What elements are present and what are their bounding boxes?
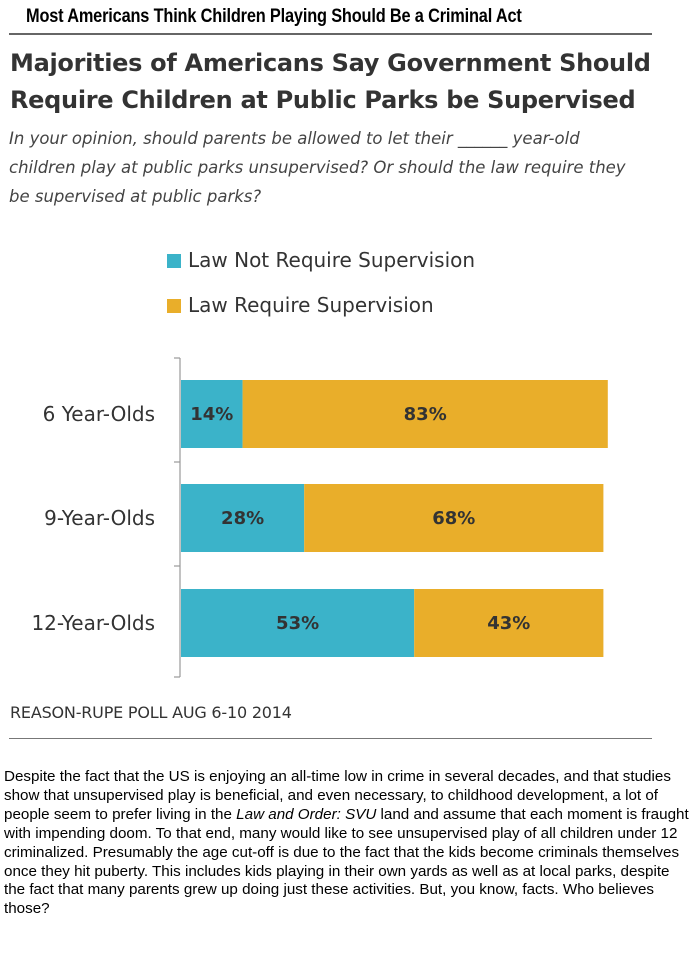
page-headline: Most Americans Think Children Playing Sh… — [26, 6, 522, 27]
chart-title: Majorities of Americans Say Government S… — [10, 49, 651, 114]
bar-require — [304, 484, 604, 552]
bar-chart: Law Not Require Supervision Law Require S… — [31, 248, 608, 678]
data-label: 14% — [190, 404, 233, 425]
bar-require — [242, 380, 608, 448]
article-part-1: Despite the fact that the US is enjoying… — [4, 768, 671, 823]
article-italic-title: Law and Order: SVU — [236, 805, 377, 823]
data-label: 28% — [221, 508, 264, 529]
legend-swatch — [167, 299, 181, 313]
chart-source: REASON-RUPE POLL AUG 6-10 2014 — [10, 703, 292, 722]
legend-swatch — [167, 254, 181, 268]
bar-not-require — [181, 589, 415, 657]
bottom-divider — [9, 738, 652, 739]
category-label: 12-Year-Olds — [31, 611, 155, 635]
bar-not-require — [181, 380, 243, 448]
data-label: 83% — [404, 404, 447, 425]
chart-subtitle: In your opinion, should parents be allow… — [9, 129, 626, 206]
legend-label: Law Not Require Supervision — [188, 248, 475, 272]
data-label: 53% — [276, 613, 319, 634]
top-divider — [9, 33, 652, 35]
data-label: 68% — [432, 508, 475, 529]
legend-label: Law Require Supervision — [188, 293, 434, 317]
category-label: 6 Year-Olds — [43, 402, 155, 426]
bar-not-require — [181, 484, 305, 552]
article-text: Despite the fact that the US is enjoying… — [4, 768, 692, 919]
data-label: 43% — [487, 613, 530, 634]
category-label: 9-Year-Olds — [44, 506, 155, 530]
article-part-2: land and assume that each moment is frau… — [4, 805, 689, 918]
bar-require — [414, 589, 604, 657]
